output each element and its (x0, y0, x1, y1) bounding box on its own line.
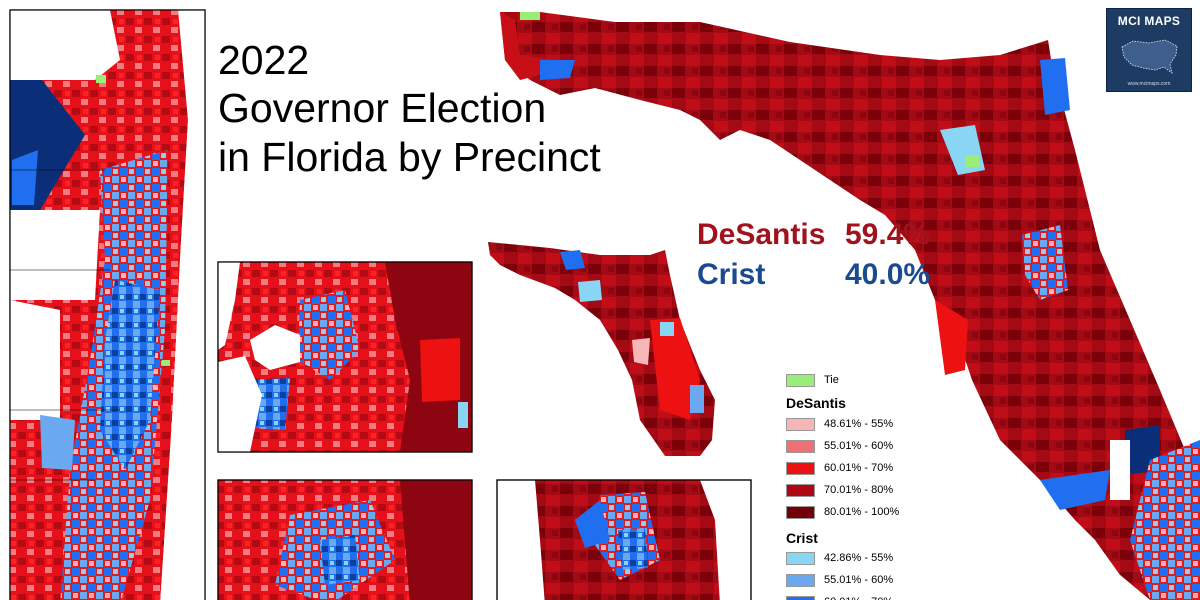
desantis-pct: 59.4% (845, 218, 931, 251)
desantis-legend-row: 55.01% - 60% (786, 440, 926, 454)
inset-orlando (217, 479, 473, 600)
legend-label-tie: Tie (824, 374, 839, 386)
inset-northeast (496, 479, 752, 600)
desantis-legend-row: 70.01% - 80% (786, 484, 926, 498)
desantis-legend-label: 48.61% - 55% (824, 418, 894, 430)
desantis-legend-swatch (786, 440, 815, 453)
crist-name: Crist (697, 258, 766, 291)
desantis-legend-label: 55.01% - 60% (824, 440, 894, 452)
mci-maps-logo: MCI MAPS www.mcimaps.com (1106, 8, 1192, 92)
legend-title-crist: Crist (786, 530, 818, 546)
crist-legend-swatch (786, 552, 815, 565)
crist-legend-row: 42.86% - 55% (786, 552, 926, 566)
inset-tampa-bay (217, 261, 473, 453)
crist-legend-row: 55.01% - 60% (786, 574, 926, 588)
logo-text: MCI MAPS (1117, 14, 1181, 28)
overview-florida-map (488, 242, 715, 456)
us-map-icon (1121, 39, 1178, 74)
title-line-2: Governor Election (218, 85, 547, 132)
crist-pct: 40.0% (845, 258, 931, 291)
main-florida-map (500, 12, 1200, 600)
crist-legend-row: 60.01% - 70% (786, 596, 926, 600)
desantis-name: DeSantis (697, 218, 826, 251)
desantis-legend-label: 60.01% - 70% (824, 462, 894, 474)
desantis-legend-row: 80.01% - 100% (786, 506, 926, 520)
crist-legend-swatch (786, 596, 815, 600)
desantis-legend-label: 70.01% - 80% (824, 484, 894, 496)
desantis-legend-swatch (786, 462, 815, 475)
crist-legend-label: 55.01% - 60% (824, 574, 894, 586)
legend-title-desantis: DeSantis (786, 395, 846, 411)
desantis-legend-row: 48.61% - 55% (786, 418, 926, 432)
desantis-legend-swatch (786, 418, 815, 431)
legend-row-tie: Tie (786, 374, 926, 388)
desantis-legend-swatch (786, 484, 815, 497)
inset-southeast-coast (9, 9, 206, 600)
map-title: 2022 Governor Election in Florida by Pre… (218, 36, 601, 181)
crist-legend-label: 42.86% - 55% (824, 552, 894, 564)
title-line-1: 2022 (218, 37, 310, 83)
title-line-3: in Florida by Precinct (218, 133, 601, 180)
crist-legend-label: 60.01% - 70% (824, 596, 893, 600)
desantis-legend-swatch (786, 506, 815, 519)
logo-url: www.mcimaps.com (1127, 81, 1171, 87)
desantis-legend-label: 80.01% - 100% (824, 506, 900, 518)
legend-swatch-tie (786, 374, 815, 387)
desantis-legend-row: 60.01% - 70% (786, 462, 926, 476)
crist-legend-swatch (786, 574, 815, 587)
